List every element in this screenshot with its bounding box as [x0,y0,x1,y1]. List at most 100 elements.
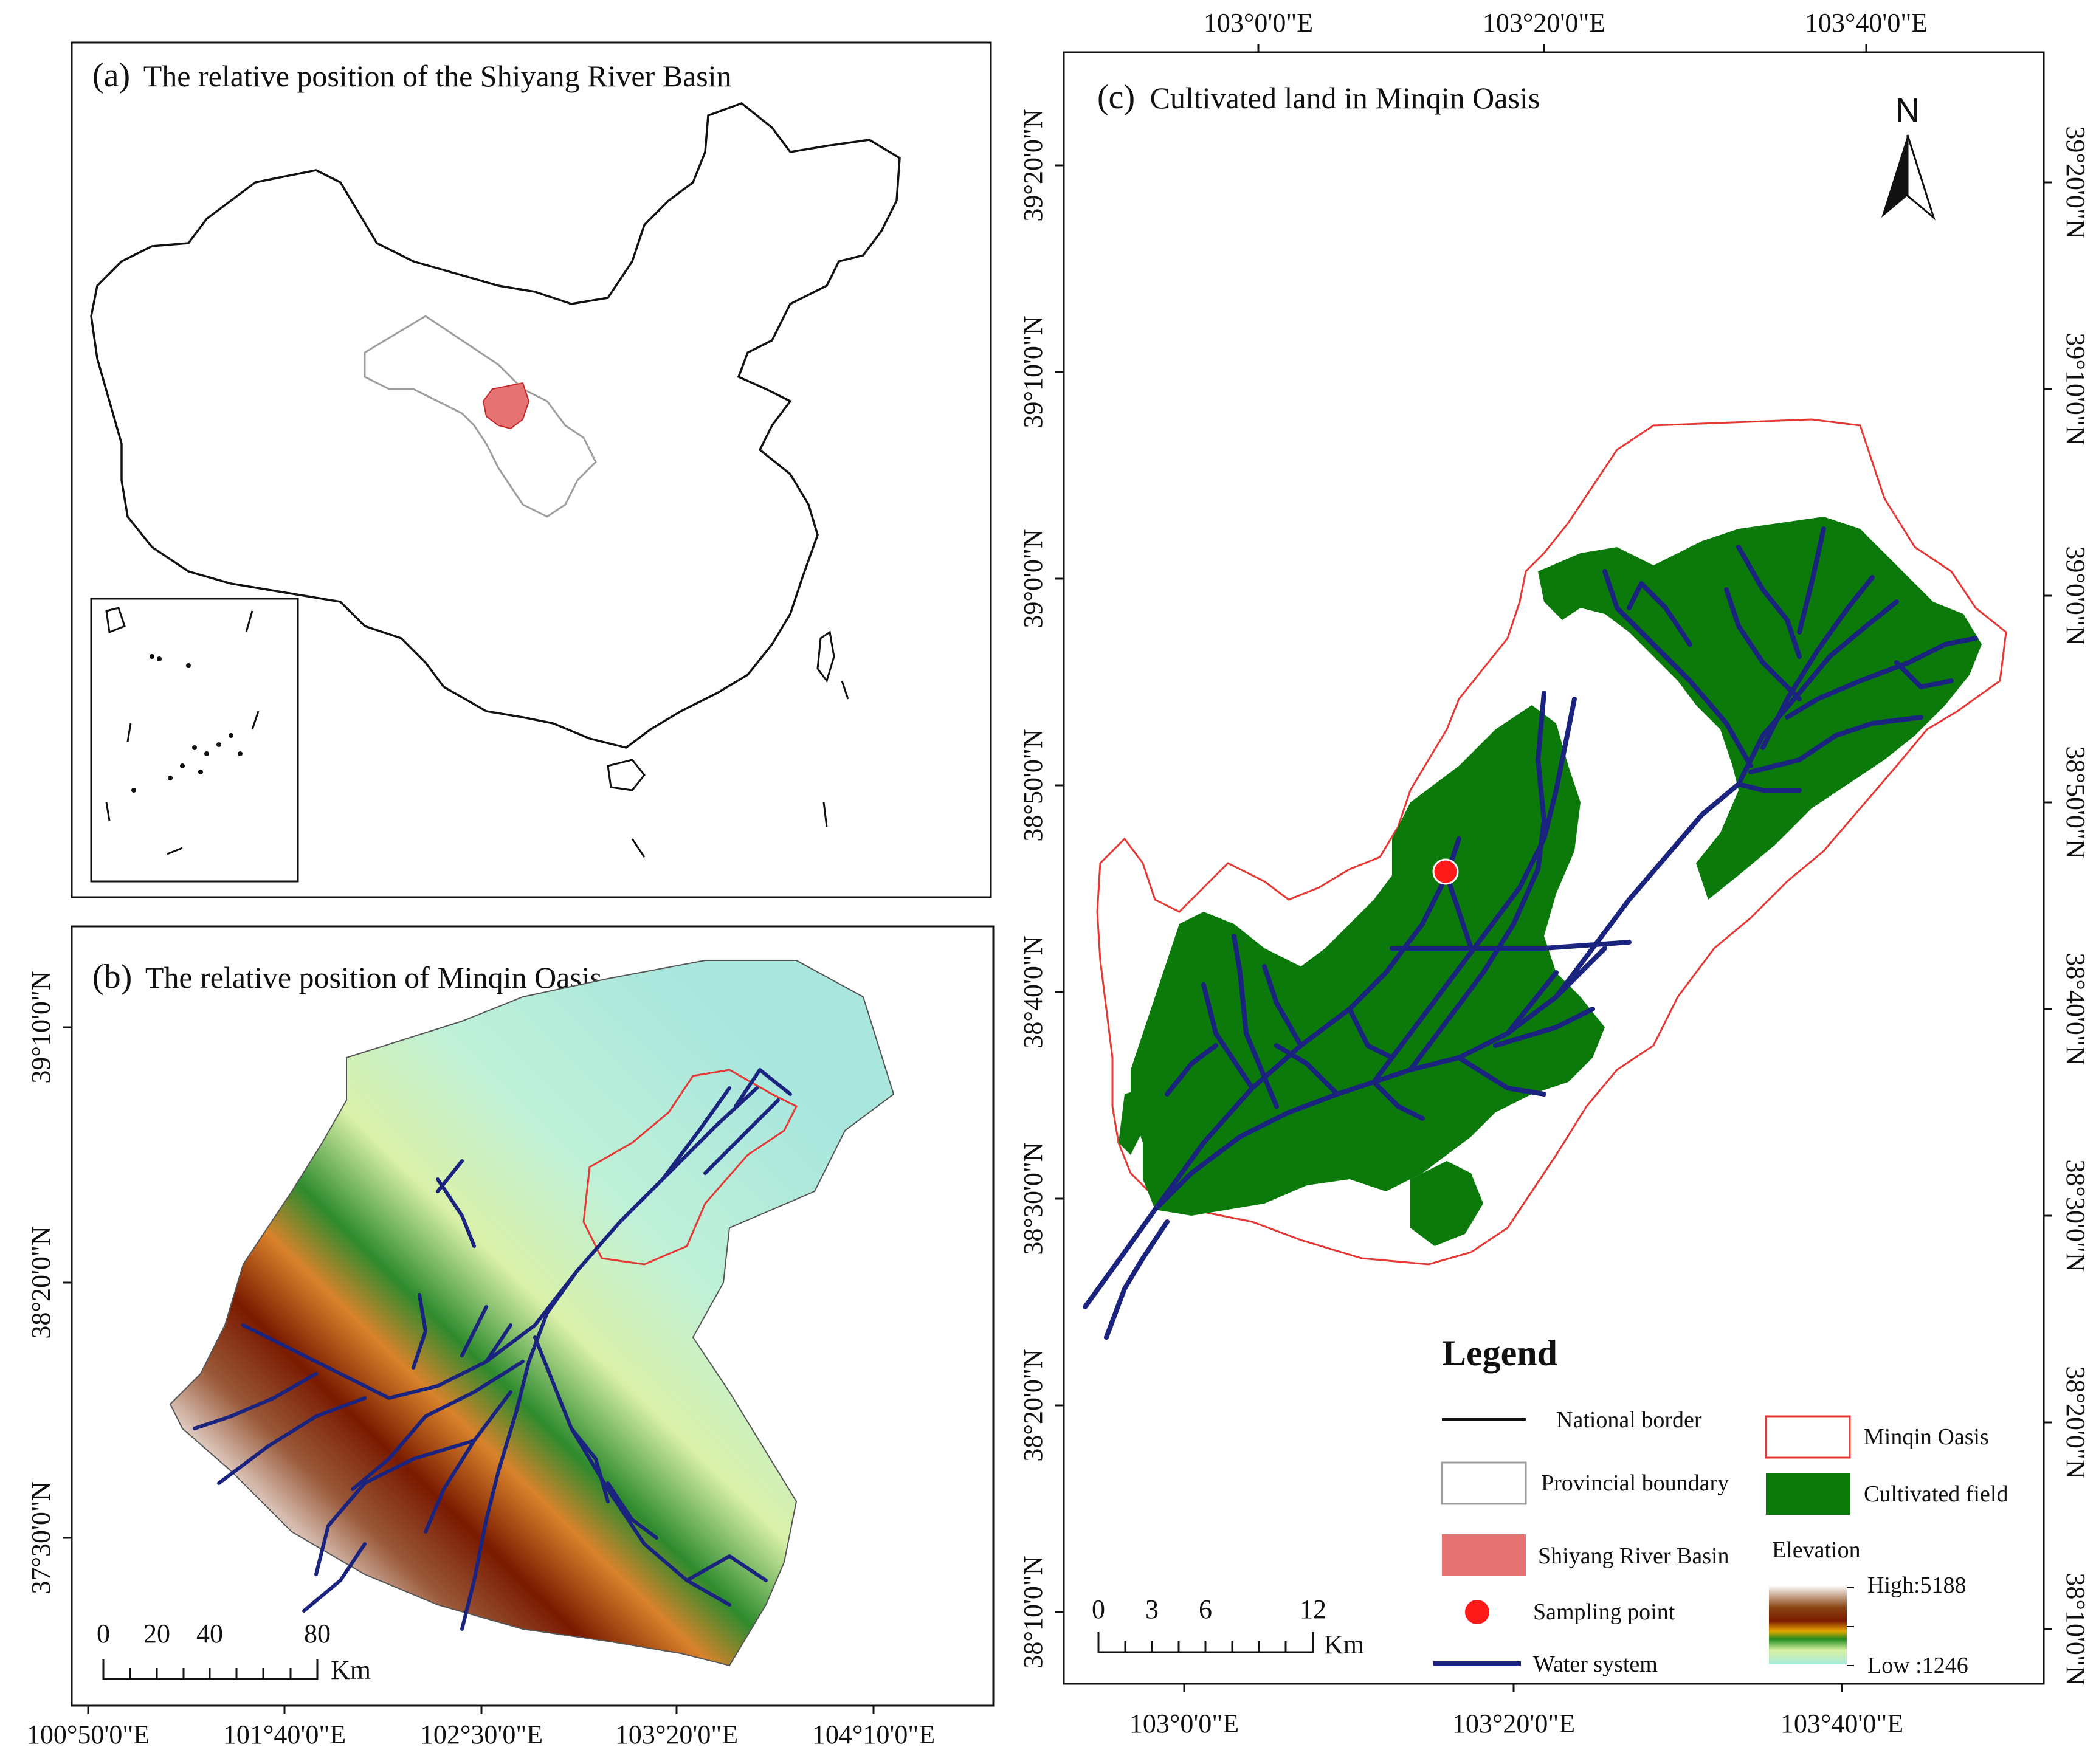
panel-c-right-tick-4: 38°40'0"N [2061,953,2091,1065]
panel-b-y-tick-1: 38°20'0"N [26,1226,56,1339]
panel-c-right-tick-6: 38°20'0"N [2061,1366,2091,1478]
panel-c-bottom-tick-2: 103°40'0"E [1781,1709,1903,1738]
south-china-sea-inset [90,598,299,883]
inset-line-5 [167,847,183,855]
legend-water-system-label: Water system [1533,1652,1658,1677]
panel-c-left-tick-1: 39°10'0"N [1018,315,1048,428]
legend-cultivated-field-swatch [1766,1473,1850,1515]
hainan-island [607,759,646,791]
panel-c-right-tick-0: 39°20'0"N [2061,126,2091,238]
panel-b-y-tick-0: 39°10'0"N [26,971,56,1083]
inset-coast [105,607,126,634]
legend-shiyang-basin-swatch [1442,1534,1526,1576]
legend-elevation-title: Elevation [1772,1537,1861,1563]
panel-b-title-text: The relative position of Minqin Oasis [145,960,602,994]
legend-sampling-point-label: Sampling point [1533,1599,1675,1625]
dash-line-1 [631,838,646,858]
scale-c-3: 3 [1145,1594,1159,1624]
panel-c-left-tick-2: 39°0'0"N [1018,529,1048,628]
panel-b-x-tick-0: 100°50'0"E [27,1720,150,1749]
basin-dem [169,960,895,1667]
inset-line-1 [245,610,253,633]
gansu-provincial-boundary [364,315,597,518]
panel-c-right-tick-3: 38°50'0"N [2061,746,2091,858]
dash-line-2 [822,802,828,827]
panel-c-top-tick-2: 103°40'0"E [1805,8,1928,38]
legend-provincial-boundary-swatch [1441,1461,1527,1505]
inset-line-3 [126,723,132,742]
panel-c-right-tick-1: 39°10'0"N [2061,332,2091,445]
panel-b-y-tick-2: 37°30'0"N [26,1481,56,1594]
scale-b-unit: Km [331,1655,371,1685]
cultivated-field-south [1410,1161,1483,1246]
panel-a-title-text: The relative position of the Shiyang Riv… [143,59,732,93]
panel-c-left-tick-3: 38°50'0"N [1018,729,1048,841]
north-arrow-icon: N [1881,91,1936,221]
legend-cultivated-field-label: Cultivated field [1864,1481,2008,1507]
panel-c-right-tick-7: 38°10'0"N [2061,1573,2091,1685]
panel-c-top-tick-0: 103°0'0"E [1204,8,1313,38]
legend-shiyang-basin-label: Shiyang River Basin [1538,1543,1729,1569]
panel-a-frame [71,41,992,898]
panel-c-left-tick-0: 39°20'0"N [1018,109,1048,221]
panel-b-x-ticks: 100°50'0"E 101°40'0"E 102°30'0"E 103°20'… [27,1706,935,1749]
water-system-b [193,1068,792,1631]
legend-elevation-high: High:5188 [1867,1573,1967,1598]
panel-c-title-text: Cultivated land in Minqin Oasis [1150,81,1540,115]
panel-b-label: (b) [92,958,132,996]
scale-b-0: 0 [97,1619,110,1649]
cultivated-field-sw [1119,1088,1143,1155]
panel-c-left-tick-6: 38°20'0"N [1018,1349,1048,1461]
panel-c-bottom-tick-0: 103°0'0"E [1129,1709,1239,1738]
south-china-sea-islands [131,654,243,793]
panel-c-frame [1063,51,2045,1685]
scale-b-80: 80 [304,1619,331,1649]
panel-c-left-tick-7: 38°10'0"N [1018,1556,1048,1668]
panel-b-title: (b) The relative position of Minqin Oasi… [92,958,602,996]
scale-c-unit: Km [1324,1630,1364,1659]
panel-c: (c) Cultivated land in Minqin Oasis 103°… [1018,8,2091,1738]
panel-c-left-tick-5: 38°30'0"N [1018,1142,1048,1255]
panel-c-top-ticks: 103°0'0"E 103°20'0"E 103°40'0"E [1204,8,1928,52]
cultivated-field-main [1538,517,1982,900]
panel-b-x-tick-3: 103°20'0"E [615,1720,738,1749]
panel-c-bottom-tick-1: 103°20'0"E [1452,1709,1575,1738]
panel-b-x-tick-2: 102°30'0"E [420,1720,543,1749]
panel-b-y-ticks: 39°10'0"N 38°20'0"N 37°30'0"N [26,971,72,1594]
panel-c-right-ticks: 39°20'0"N 39°10'0"N 39°0'0"N 38°50'0"N 3… [2044,126,2091,1686]
dash-line-3 [841,680,849,700]
panel-c-title: (c) Cultivated land in Minqin Oasis [1097,78,1540,116]
legend-minqin-oasis-label: Minqin Oasis [1864,1424,1989,1450]
sampling-point-marker [1432,858,1459,885]
shiyang-river-basin [482,382,530,430]
panel-b-scale-bar: 0 20 40 80 Km [97,1619,371,1685]
legend-provincial-boundary-label: Provincial boundary [1541,1470,1729,1496]
panel-a-title: (a) The relative position of the Shiyang… [92,57,732,94]
legend-minqin-oasis-swatch [1765,1415,1851,1459]
legend: Legend National border Provincial bounda… [1433,1333,2008,1678]
panel-c-scale-bar: 0 3 6 12 Km [1092,1594,1364,1659]
legend-national-border-label: National border [1556,1407,1702,1433]
scale-b-40: 40 [196,1619,223,1649]
scale-c-0: 0 [1092,1594,1105,1624]
scale-c-6: 6 [1199,1594,1212,1624]
north-label: N [1895,91,1920,129]
panel-c-right-tick-2: 39°0'0"N [2061,546,2091,645]
scale-c-12: 12 [1300,1594,1326,1624]
panel-a-label: (a) [92,57,130,94]
panel-b-x-tick-1: 101°40'0"E [223,1720,346,1749]
legend-sampling-point-swatch [1465,1600,1489,1624]
panel-b: (b) The relative position of Minqin Oasi… [26,925,995,1749]
water-system-c [1083,526,1978,1340]
inset-line-2 [251,711,260,730]
panel-b-x-tick-4: 104°10'0"E [812,1720,935,1749]
panel-b-frame [71,925,995,1707]
panel-c-bottom-ticks: 103°0'0"E 103°20'0"E 103°40'0"E [1129,1684,1903,1738]
panel-c-right-tick-5: 38°30'0"N [2061,1159,2091,1272]
panel-c-top-tick-1: 103°20'0"E [1483,8,1605,38]
legend-elevation-ramp [1769,1585,1847,1664]
panel-c-left-ticks: 39°20'0"N 39°10'0"N 39°0'0"N 38°50'0"N 3… [1018,109,1064,1669]
panel-a: (a) The relative position of the Shiyang… [71,41,992,898]
legend-elevation-low: Low :1246 [1867,1653,1968,1678]
